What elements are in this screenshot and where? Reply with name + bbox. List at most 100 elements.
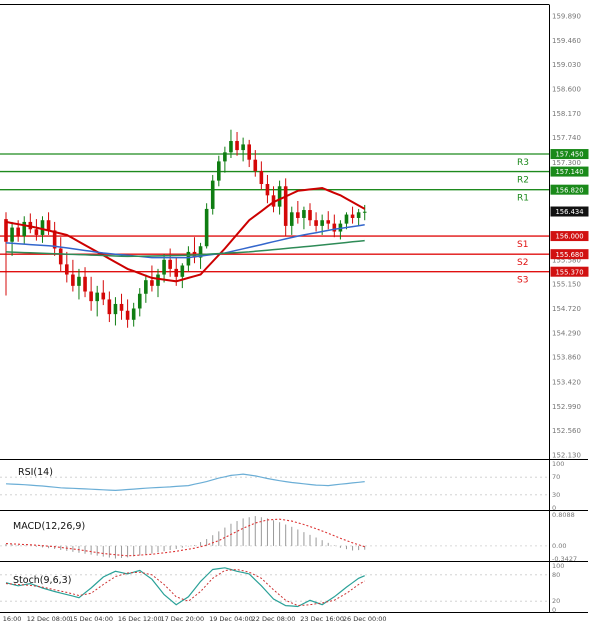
- ma-mid-blue: [5, 224, 365, 259]
- candle-body: [180, 265, 185, 277]
- resistance-price-box: [550, 166, 589, 177]
- rsi-tick-label: 30: [552, 491, 560, 499]
- moving-averages: [5, 186, 366, 283]
- candle-body: [34, 229, 39, 235]
- support-label: S1: [517, 240, 528, 250]
- support-price-box-value: 156.000: [555, 233, 583, 241]
- support-price-box: [550, 231, 589, 242]
- time-tick-label: 16 Dec 12:00: [118, 615, 162, 623]
- resistance-price-box: [550, 149, 589, 160]
- candle-body: [259, 171, 264, 185]
- candle-body: [125, 310, 130, 320]
- candle-body: [217, 161, 221, 181]
- macd-indicator-label: MACD(12,26,9): [13, 521, 86, 532]
- candle-body: [119, 303, 124, 311]
- candle-body: [156, 274, 160, 286]
- support-price-box-value: 155.370: [555, 268, 583, 276]
- support-price-box: [550, 249, 589, 260]
- candle-body: [52, 230, 57, 249]
- price-tick-label: 154.290: [552, 329, 581, 337]
- resistance-label: R1: [517, 194, 529, 204]
- candle-body: [137, 293, 142, 309]
- rsi-line: [5, 473, 365, 492]
- support-label: S3: [517, 276, 528, 286]
- panel-borders: [0, 4, 588, 613]
- resistance-price-box-value: 157.140: [555, 168, 583, 176]
- candle-body: [144, 280, 148, 294]
- candle-body: [235, 141, 239, 151]
- candle-body: [107, 299, 112, 315]
- panel-reference-lines: [0, 476, 549, 602]
- candle-body: [101, 292, 106, 300]
- resistance-price-box: [550, 184, 589, 195]
- time-tick-label: 26 Dec 00:00: [343, 615, 387, 623]
- rsi-tick-label: 0: [552, 504, 556, 512]
- support-price-box-value: 155.680: [555, 251, 583, 259]
- candle-body: [326, 220, 331, 224]
- resistance-label: R2: [517, 176, 529, 186]
- price-tick-label: 158.600: [552, 85, 581, 93]
- candle-body: [296, 212, 300, 218]
- candle-body: [283, 186, 288, 226]
- rsi-panel: [5, 473, 365, 492]
- price-tick-label: 158.170: [552, 110, 581, 118]
- candle-body: [168, 259, 172, 269]
- candle-body: [162, 259, 166, 275]
- candle-body: [350, 214, 355, 218]
- candle-body: [229, 141, 233, 153]
- time-tick-label: 16:00: [3, 615, 22, 623]
- price-tick-label: 159.030: [552, 61, 581, 69]
- candle-body: [131, 308, 136, 320]
- price-tick-label: 153.860: [552, 354, 581, 362]
- candle-body: [308, 210, 312, 221]
- price-axis-ticks: 159.890 159.460 159.030 158.600 158.170 157.7…: [552, 13, 581, 460]
- candle-body: [40, 220, 45, 235]
- time-tick-label: 12 Dec 08:00: [27, 615, 71, 623]
- candle-body: [253, 159, 258, 172]
- candlesticks: [4, 129, 367, 328]
- stoch-k-line: [5, 567, 365, 608]
- time-tick-label: 23 Dec 16:00: [300, 615, 344, 623]
- stoch-tick-label: 20: [552, 597, 560, 605]
- price-tick-label: 159.460: [552, 37, 581, 45]
- support-price-box: [550, 266, 589, 277]
- price-tick-label: 152.990: [552, 403, 581, 411]
- rsi-indicator-label: RSI(14): [18, 467, 53, 478]
- candle-body: [210, 180, 215, 209]
- price-tick-label: 154.720: [552, 305, 581, 313]
- candle-body: [362, 211, 367, 213]
- macd-signal-line: [5, 518, 365, 557]
- candle-body: [65, 264, 69, 275]
- candle-body: [150, 280, 154, 286]
- price-tick-label: 153.420: [552, 379, 581, 387]
- candle-body: [356, 212, 361, 218]
- support-label: S2: [517, 258, 528, 268]
- candle-body: [338, 223, 343, 232]
- candle-body: [10, 227, 14, 242]
- price-tick-label: 157.300: [552, 159, 581, 167]
- candle-body: [89, 291, 93, 302]
- price-level-boxes: 157.450 157.140 156.820 156.434 156.000 155.6…: [550, 149, 589, 277]
- candle-body: [186, 251, 191, 266]
- candle-body: [289, 212, 294, 226]
- candle-body: [265, 184, 270, 196]
- candle-body: [344, 214, 349, 224]
- price-tick-label: 152.560: [552, 427, 581, 435]
- candle-body: [320, 220, 324, 226]
- candle-body: [95, 292, 99, 302]
- stoch-tick-label: 100: [552, 562, 564, 570]
- rsi-tick-label: 100: [552, 460, 564, 468]
- candle-body: [71, 274, 75, 286]
- macd-tick-label: 0.00: [552, 542, 566, 550]
- candle-body: [204, 208, 209, 247]
- macd-panel: [5, 516, 366, 559]
- macd-tick-label: 0.8088: [552, 511, 575, 519]
- candle-body: [113, 303, 118, 315]
- price-tick-label: 159.890: [552, 13, 581, 21]
- time-tick-label: 15 Dec 04:00: [69, 615, 113, 623]
- rsi-tick-label: 70: [552, 473, 560, 481]
- stoch-d-line: [5, 568, 365, 607]
- time-tick-label: 19 Dec 04:00: [209, 615, 253, 623]
